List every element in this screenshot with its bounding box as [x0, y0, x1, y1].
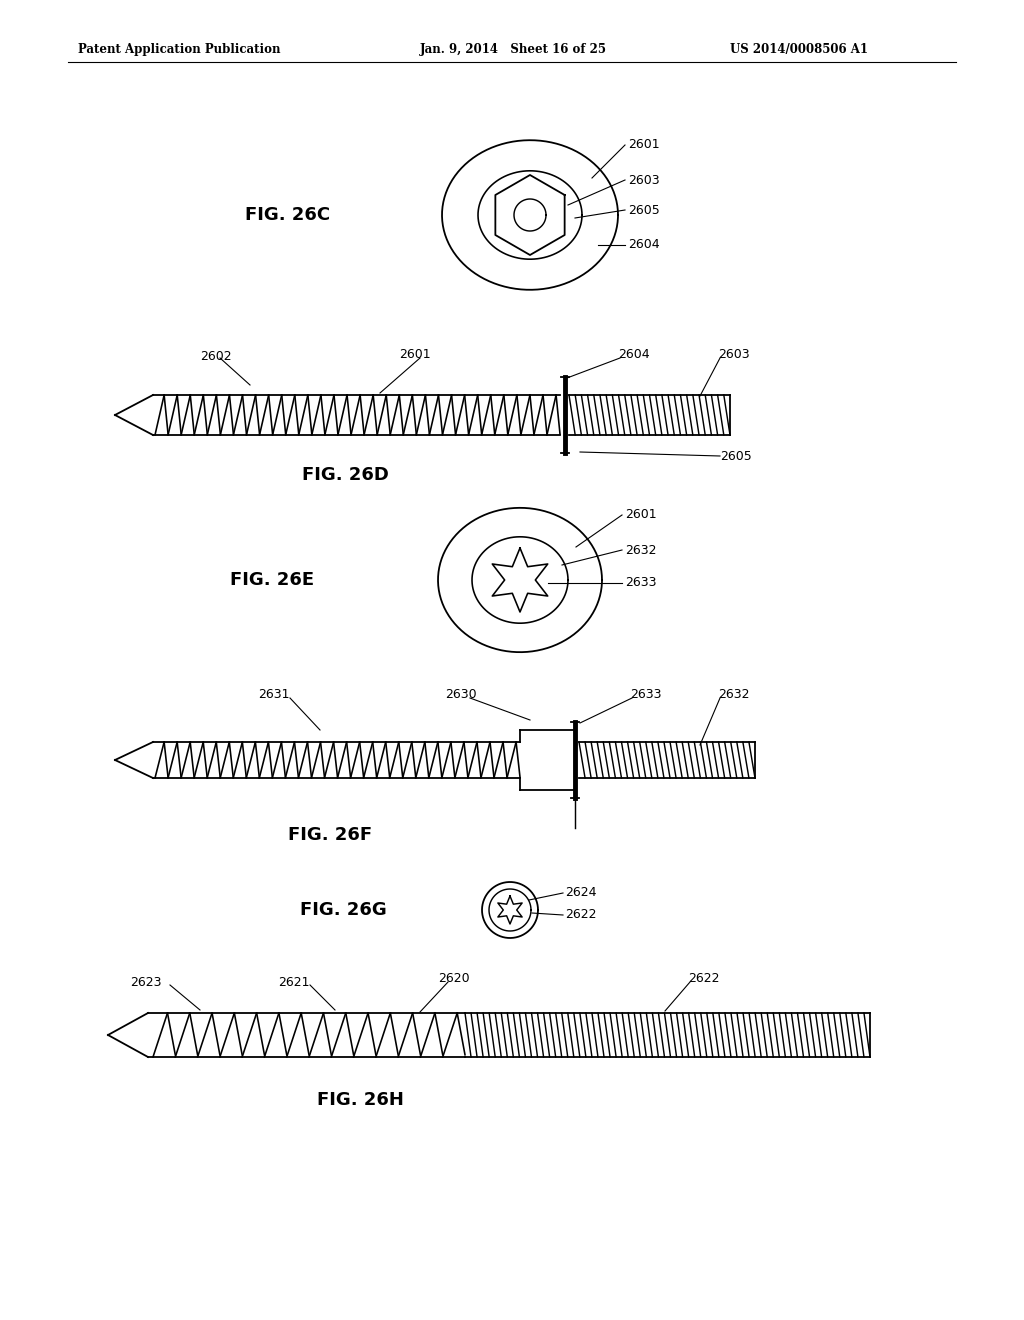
- Text: 2633: 2633: [625, 577, 656, 590]
- Text: 2604: 2604: [618, 348, 649, 362]
- Text: 2601: 2601: [628, 139, 659, 152]
- Text: US 2014/0008506 A1: US 2014/0008506 A1: [730, 44, 868, 57]
- Text: FIG. 26F: FIG. 26F: [288, 826, 372, 843]
- Text: 2605: 2605: [628, 203, 659, 216]
- Text: 2603: 2603: [718, 348, 750, 362]
- Text: 2604: 2604: [628, 239, 659, 252]
- Text: 2602: 2602: [200, 350, 231, 363]
- Text: Jan. 9, 2014   Sheet 16 of 25: Jan. 9, 2014 Sheet 16 of 25: [420, 44, 607, 57]
- Text: 2622: 2622: [688, 972, 720, 985]
- Text: FIG. 26D: FIG. 26D: [301, 466, 388, 484]
- Text: 2633: 2633: [630, 689, 662, 701]
- Text: Patent Application Publication: Patent Application Publication: [78, 44, 281, 57]
- Text: 2601: 2601: [399, 348, 431, 362]
- Text: 2603: 2603: [628, 173, 659, 186]
- Text: 2624: 2624: [565, 886, 597, 899]
- Text: 2630: 2630: [445, 689, 476, 701]
- Text: 2631: 2631: [258, 689, 290, 701]
- Text: 2621: 2621: [278, 975, 309, 989]
- Text: FIG. 26E: FIG. 26E: [230, 572, 314, 589]
- Text: 2601: 2601: [625, 508, 656, 521]
- Text: FIG. 26G: FIG. 26G: [300, 902, 387, 919]
- Text: 2605: 2605: [720, 450, 752, 462]
- Text: FIG. 26H: FIG. 26H: [316, 1092, 403, 1109]
- Text: 2620: 2620: [438, 972, 470, 985]
- Text: 2632: 2632: [718, 689, 750, 701]
- Text: 2622: 2622: [565, 908, 597, 921]
- Text: 2623: 2623: [130, 975, 162, 989]
- Text: 2632: 2632: [625, 544, 656, 557]
- Text: FIG. 26C: FIG. 26C: [245, 206, 330, 224]
